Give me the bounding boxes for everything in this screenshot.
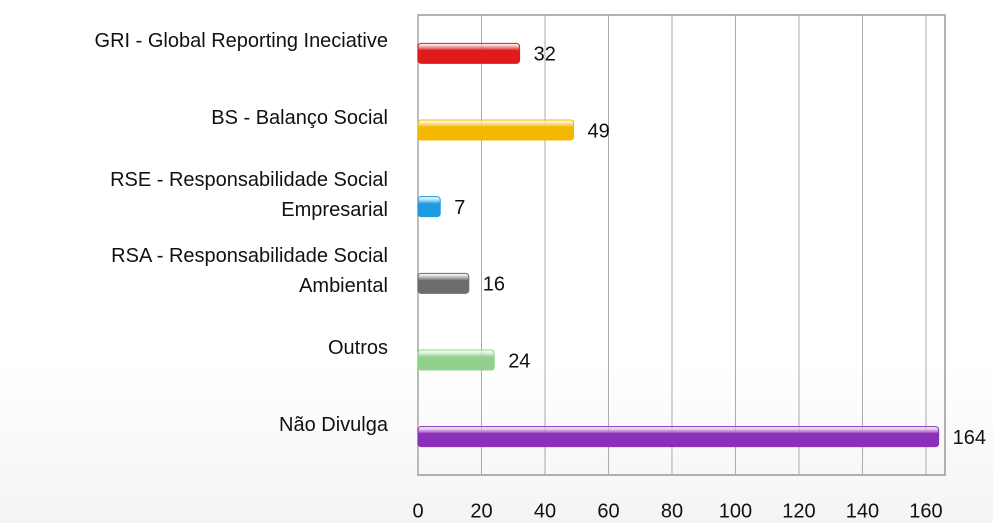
bar [417, 42, 521, 64]
bar [417, 426, 940, 448]
x-tick-label: 160 [909, 500, 942, 522]
plot-frame [417, 14, 946, 476]
y-tick-label: GRI - Global Reporting Ineciative [94, 30, 388, 53]
y-tick-label: Não Divulga [279, 413, 388, 436]
value-label: 49 [588, 120, 610, 142]
value-label: 7 [454, 197, 465, 219]
x-tick-label: 80 [661, 500, 683, 522]
bar [417, 119, 575, 141]
y-tick-label: Outros [327, 337, 388, 359]
x-tick-label: 120 [782, 500, 815, 522]
value-label: 24 [508, 350, 530, 372]
x-tick-label: 0 [412, 500, 423, 522]
x-tick-label: 20 [470, 500, 492, 522]
y-tick-label: RSE - Responsabilidade Social Empresaria… [110, 168, 388, 221]
y-tick-label: RSA - Responsabilidade Social Ambiental [111, 245, 388, 298]
value-label: 164 [953, 427, 986, 449]
value-label: 32 [534, 44, 556, 66]
y-tick-label: BS - Balanço Social [211, 107, 388, 129]
x-tick-label: 60 [597, 500, 619, 522]
value-label: 16 [483, 274, 505, 296]
bar [417, 196, 441, 218]
x-tick-label: 40 [534, 500, 556, 522]
bar [417, 272, 470, 294]
bar [417, 349, 495, 371]
x-tick-label: 100 [719, 500, 752, 522]
x-tick-label: 140 [846, 500, 879, 522]
